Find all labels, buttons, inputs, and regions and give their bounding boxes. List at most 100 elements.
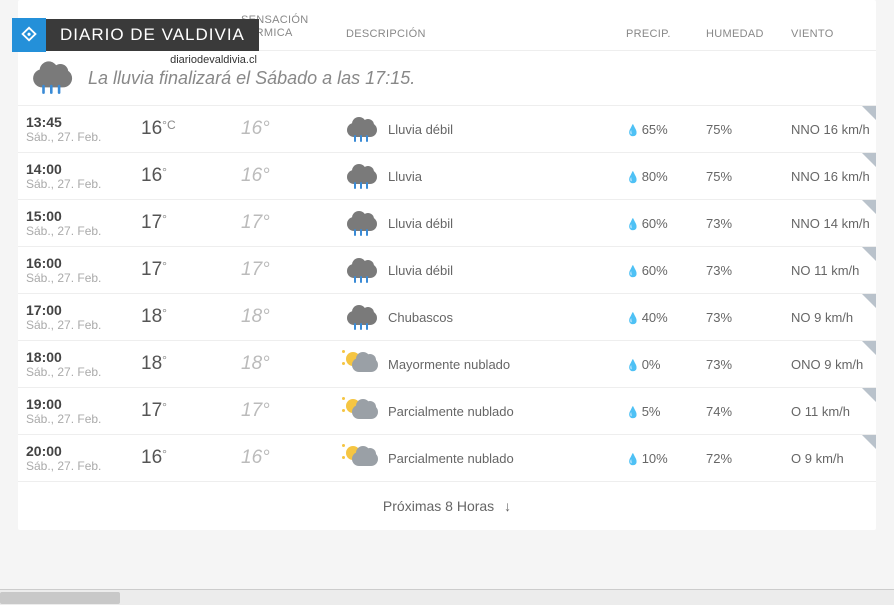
- row-date: Sáb., 27. Feb.: [26, 412, 141, 426]
- next-hours-button[interactable]: Próximas 8 Horas: [18, 482, 876, 530]
- site-logo: ⟐ DIARIO DE VALDIVIA diariodevaldivia.cl: [12, 18, 259, 66]
- row-humidity: 73%: [706, 310, 791, 325]
- row-temp: 18°: [141, 306, 241, 328]
- logo-title: DIARIO DE VALDIVIA: [46, 19, 259, 51]
- logo-link-icon: ⟐: [12, 18, 46, 52]
- row-description: Parcialmente nublado: [346, 444, 626, 472]
- row-humidity: 73%: [706, 357, 791, 372]
- row-humidity: 74%: [706, 404, 791, 419]
- header-precip: PRECIP.: [626, 28, 706, 40]
- row-wind: NNO 14 km/h: [791, 216, 876, 231]
- rain-icon: [346, 115, 378, 143]
- row-temp: 17°: [141, 212, 241, 234]
- table-row: 14:00Sáb., 27. Feb.16°16°Lluvia💧80%75%NN…: [18, 153, 876, 200]
- row-date: Sáb., 27. Feb.: [26, 177, 141, 191]
- header-wind: VIENTO: [791, 28, 876, 40]
- row-date: Sáb., 27. Feb.: [26, 271, 141, 285]
- row-time: 16:00: [26, 255, 141, 271]
- expand-row-toggle[interactable]: [862, 435, 876, 449]
- rain-icon: [346, 303, 378, 331]
- forecast-card: SENSACIÓN TÉRMICA DESCRIPCIÓN PRECIP. HU…: [18, 0, 876, 530]
- row-temp: 16°: [141, 447, 241, 469]
- expand-row-toggle[interactable]: [862, 153, 876, 167]
- row-humidity: 73%: [706, 263, 791, 278]
- table-row: 13:45Sáb., 27. Feb.16°C16°Lluvia débil💧6…: [18, 106, 876, 153]
- row-precip: 💧60%: [626, 216, 706, 231]
- horizontal-scrollbar[interactable]: [0, 589, 894, 605]
- row-precip: 💧65%: [626, 122, 706, 137]
- row-time: 14:00: [26, 161, 141, 177]
- table-row: 19:00Sáb., 27. Feb.17°17°Parcialmente nu…: [18, 388, 876, 435]
- rain-icon: [346, 256, 378, 284]
- time-cell: 15:00Sáb., 27. Feb.: [26, 208, 141, 238]
- banner-message: La lluvia finalizará el Sábado a las 17:…: [88, 68, 415, 89]
- table-row: 15:00Sáb., 27. Feb.17°17°Lluvia débil💧60…: [18, 200, 876, 247]
- row-temp: 18°: [141, 353, 241, 375]
- time-cell: 19:00Sáb., 27. Feb.: [26, 396, 141, 426]
- time-cell: 20:00Sáb., 27. Feb.: [26, 443, 141, 473]
- row-date: Sáb., 27. Feb.: [26, 365, 141, 379]
- row-feels-like: 17°: [241, 212, 346, 234]
- row-precip: 💧10%: [626, 451, 706, 466]
- row-feels-like: 17°: [241, 259, 346, 281]
- row-feels-like: 18°: [241, 353, 346, 375]
- expand-row-toggle[interactable]: [862, 247, 876, 261]
- row-description: Lluvia débil: [346, 256, 626, 284]
- time-cell: 14:00Sáb., 27. Feb.: [26, 161, 141, 191]
- partly-cloudy-icon: [346, 350, 378, 378]
- row-description: Parcialmente nublado: [346, 397, 626, 425]
- row-wind: NNO 16 km/h: [791, 169, 876, 184]
- table-row: 17:00Sáb., 27. Feb.18°18°Chubascos💧40%73…: [18, 294, 876, 341]
- row-precip: 💧60%: [626, 263, 706, 278]
- row-wind: O 11 km/h: [791, 404, 876, 419]
- row-temp: 16°: [141, 165, 241, 187]
- row-feels-like: 16°: [241, 447, 346, 469]
- expand-row-toggle[interactable]: [862, 388, 876, 402]
- row-description: Lluvia: [346, 162, 626, 190]
- row-time: 17:00: [26, 302, 141, 318]
- row-description: Mayormente nublado: [346, 350, 626, 378]
- row-description: Chubascos: [346, 303, 626, 331]
- rain-icon: [346, 162, 378, 190]
- expand-row-toggle[interactable]: [862, 341, 876, 355]
- row-wind: NO 11 km/h: [791, 263, 876, 278]
- row-wind: O 9 km/h: [791, 451, 876, 466]
- row-date: Sáb., 27. Feb.: [26, 130, 141, 144]
- row-time: 20:00: [26, 443, 141, 459]
- row-wind: ONO 9 km/h: [791, 357, 876, 372]
- row-feels-like: 18°: [241, 306, 346, 328]
- row-date: Sáb., 27. Feb.: [26, 224, 141, 238]
- row-precip: 💧0%: [626, 357, 706, 372]
- table-row: 16:00Sáb., 27. Feb.17°17°Lluvia débil💧60…: [18, 247, 876, 294]
- header-humidity: HUMEDAD: [706, 28, 791, 40]
- table-row: 18:00Sáb., 27. Feb.18°18°Mayormente nubl…: [18, 341, 876, 388]
- row-description: Lluvia débil: [346, 115, 626, 143]
- page-gap: [0, 530, 894, 560]
- expand-row-toggle[interactable]: [862, 200, 876, 214]
- row-humidity: 73%: [706, 216, 791, 231]
- row-time: 19:00: [26, 396, 141, 412]
- expand-row-toggle[interactable]: [862, 294, 876, 308]
- partly-cloudy-icon: [346, 397, 378, 425]
- partly-cloudy-icon: [346, 444, 378, 472]
- row-precip: 💧80%: [626, 169, 706, 184]
- row-humidity: 75%: [706, 169, 791, 184]
- row-temp: 17°: [141, 400, 241, 422]
- expand-row-toggle[interactable]: [862, 106, 876, 120]
- row-date: Sáb., 27. Feb.: [26, 459, 141, 473]
- time-cell: 17:00Sáb., 27. Feb.: [26, 302, 141, 332]
- row-precip: 💧40%: [626, 310, 706, 325]
- rain-icon: [346, 209, 378, 237]
- row-feels-like: 17°: [241, 400, 346, 422]
- row-humidity: 75%: [706, 122, 791, 137]
- row-precip: 💧5%: [626, 404, 706, 419]
- row-date: Sáb., 27. Feb.: [26, 318, 141, 332]
- table-row: 20:00Sáb., 27. Feb.16°16°Parcialmente nu…: [18, 435, 876, 482]
- row-temp: 17°: [141, 259, 241, 281]
- row-time: 18:00: [26, 349, 141, 365]
- row-description: Lluvia débil: [346, 209, 626, 237]
- rain-icon: [34, 63, 74, 93]
- row-wind: NO 9 km/h: [791, 310, 876, 325]
- row-time: 13:45: [26, 114, 141, 130]
- logo-subtitle: diariodevaldivia.cl: [12, 54, 257, 66]
